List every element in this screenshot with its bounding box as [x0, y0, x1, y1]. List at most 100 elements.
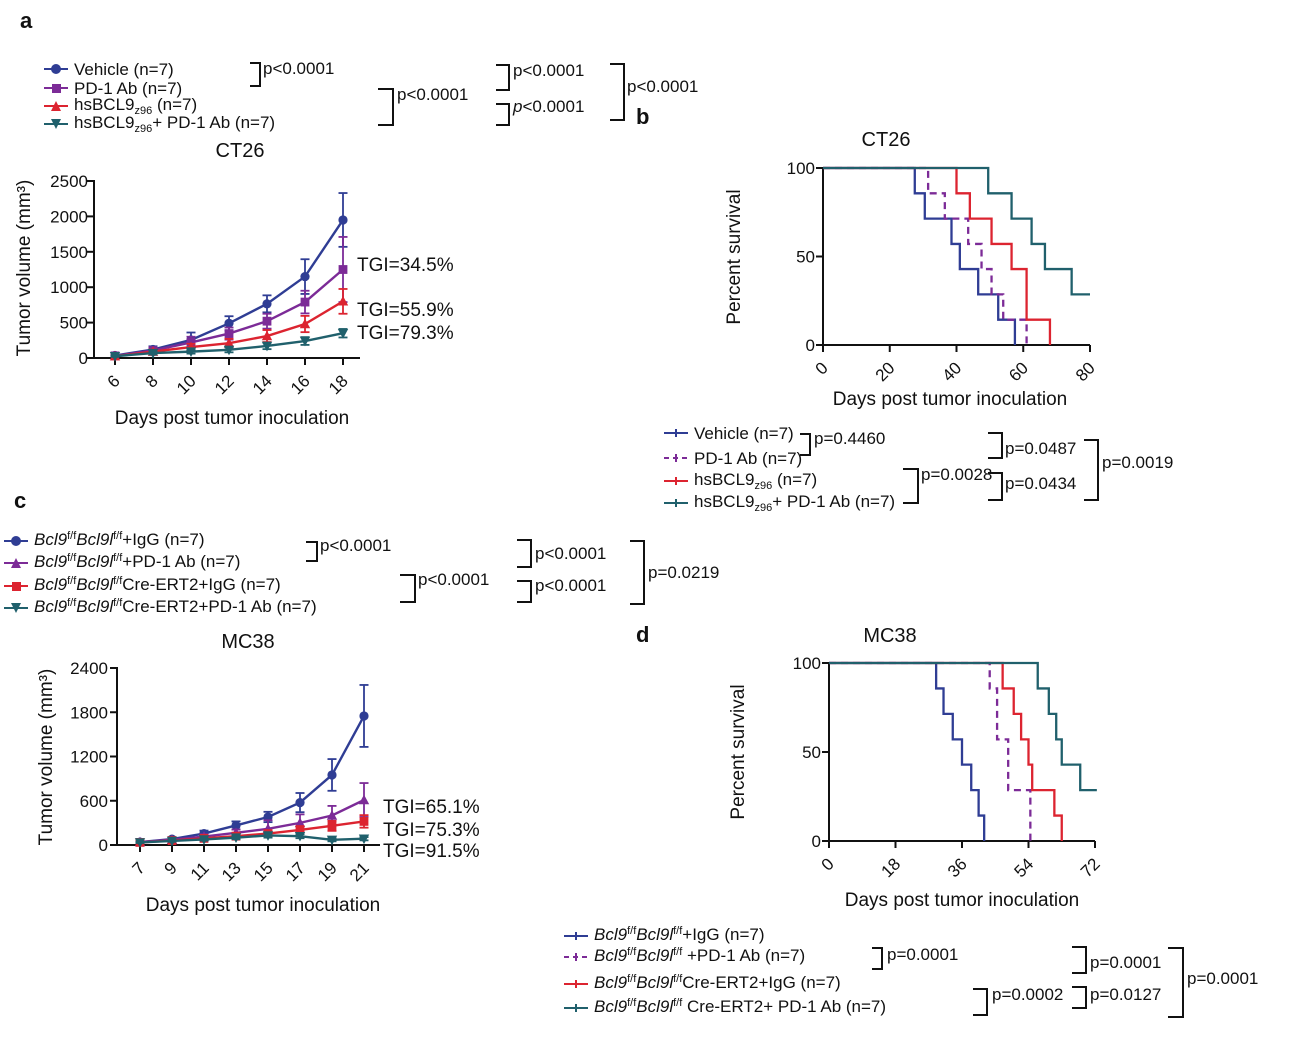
marker-circle [224, 318, 234, 328]
y-tick-label: 1200 [70, 748, 108, 767]
marker-circle [295, 797, 305, 808]
legend-marker-line-dashed-icon [564, 948, 588, 966]
y-axis-title: Tumor volume (mm³) [14, 180, 35, 357]
y-tick-label: 50 [802, 743, 821, 762]
pvalue-label: p<0.0001 [627, 77, 699, 96]
y-tick-label: 100 [787, 159, 815, 178]
pvalue-label: p=0.0219 [648, 563, 720, 582]
y-tick-label: 600 [80, 792, 108, 811]
x-tick-label: 20 [872, 358, 899, 385]
legend-label: Bcl9f/fBcl9lf/fCre-ERT2+PD-1 Ab (n=7) [34, 597, 317, 616]
legend-marker-line-dashed-icon [664, 449, 688, 467]
marker-triangle-down [294, 831, 306, 842]
marker-triangle-up [299, 318, 311, 329]
x-tick-label: 13 [218, 858, 245, 885]
x-axis-title: Days post tumor inoculation [115, 408, 349, 429]
legend-marker-line-icon [664, 472, 688, 490]
x-axis-title: Days post tumor inoculation [833, 389, 1067, 410]
legend-label: Bcl9f/fBcl9lf/fCre-ERT2+IgG (n=7) [594, 973, 841, 992]
legend-marker-line-icon [664, 494, 688, 512]
legend-item: Bcl9f/fBcl9lf/f+IgG (n=7) [4, 530, 205, 551]
marker-circle [327, 770, 337, 780]
legend-marker-tri-up-icon [44, 97, 68, 115]
tgi-annotation: TGI=55.9% [357, 300, 454, 321]
legend-marker-line-icon [564, 975, 588, 993]
legend-item: Bcl9f/fBcl9lf/f Cre-ERT2+ PD-1 Ab (n=7) [564, 997, 886, 1018]
x-tick-label: 19 [314, 858, 341, 885]
y-tick-label: 1800 [70, 703, 108, 722]
legend-label: Bcl9f/fBcl9lf/f+IgG (n=7) [594, 925, 765, 944]
x-tick-label: 7 [129, 858, 149, 878]
pvalue-bracket [800, 433, 811, 456]
marker-triangle-up [326, 810, 338, 820]
legend-item: hsBCL9z96 (n=7) [664, 470, 817, 492]
y-tick-label: 50 [796, 248, 815, 267]
legend-marker-line-icon [564, 927, 588, 945]
pvalue-bracket [1084, 439, 1099, 501]
pvalue-label: p=0.4460 [814, 429, 886, 448]
marker-triangle-down [134, 838, 146, 848]
x-tick-label: 21 [346, 858, 373, 885]
pvalue-bracket [517, 539, 532, 568]
legend-label: Bcl9f/fBcl9lf/f +PD-1 Ab (n=7) [594, 946, 806, 965]
y-tick-label: 1500 [50, 243, 88, 262]
x-tick-label: 40 [939, 358, 966, 385]
x-tick-label: 12 [211, 371, 238, 398]
pvalue-bracket [378, 88, 394, 126]
legend-item: hsBCL9z96 (n=7) [44, 95, 197, 117]
pvalue-bracket [1072, 946, 1087, 974]
y-tick-label: 2500 [50, 172, 88, 191]
marker-triangle-up [294, 817, 306, 828]
x-tick-label: 0 [818, 854, 838, 874]
legend-item: hsBCL9z96+ PD-1 Ab (n=7) [44, 113, 275, 135]
marker-triangle-down [326, 835, 338, 846]
pvalue-bracket [630, 540, 645, 605]
legend-label: hsBCL9z96+ PD-1 Ab (n=7) [694, 492, 896, 514]
pvalue-label: p<0.0001 [418, 570, 490, 589]
pvalue-bracket [517, 580, 532, 603]
panel-a-letter: a [20, 8, 33, 33]
marker-triangle-down [261, 341, 273, 352]
survival-curve [829, 661, 1097, 792]
pvalue-bracket [988, 432, 1003, 459]
y-tick-label: 2400 [70, 659, 108, 678]
marker-triangle-down [299, 336, 311, 347]
tgi-annotation: TGI=79.3% [357, 323, 454, 344]
marker-triangle-up [261, 330, 273, 341]
legend-marker-tri-down-icon [4, 599, 28, 617]
legend-label: PD-1 Ab (n=7) [694, 448, 803, 468]
pvalue-bracket [306, 541, 318, 562]
y-tick-label: 500 [60, 314, 88, 333]
survival-curve [823, 166, 1017, 345]
pvalue-label: p<0.0001 [535, 576, 607, 595]
marker-circle [262, 299, 272, 309]
marker-circle [359, 711, 369, 721]
tgi-annotation: TGI=75.3% [383, 820, 480, 841]
y-axis-title: Tumor volume (mm³) [36, 669, 57, 846]
x-tick-label: 72 [1077, 854, 1104, 881]
marker-circle [338, 215, 348, 225]
marker-triangle-down [147, 348, 159, 359]
x-tick-label: 16 [287, 371, 314, 398]
chart-title: CT26 [216, 140, 265, 162]
legend-item: Vehicle (n=7) [44, 59, 174, 79]
pvalue-label: p=0.0001 [1187, 969, 1259, 988]
x-tick-label: 9 [161, 858, 181, 878]
y-tick-label: 2000 [50, 207, 88, 226]
marker-square [338, 265, 348, 274]
pvalue-bracket [872, 947, 883, 970]
legend-item: PD-1 Ab (n=7) [664, 448, 802, 468]
pvalue-label: p=0.0019 [1102, 453, 1174, 472]
survival-curve [829, 661, 1032, 841]
x-tick-label: 17 [282, 858, 309, 885]
y-axis-title: Percent survival [728, 684, 749, 819]
x-axis-title: Days post tumor inoculation [146, 895, 380, 916]
legend-marker-tri-up-icon [4, 554, 28, 572]
survival-curve [823, 166, 1090, 296]
y-tick-label: 0 [99, 836, 108, 855]
x-tick-label: 15 [250, 858, 277, 885]
marker-circle [231, 820, 241, 831]
tgi-annotation: TGI=65.1% [383, 797, 480, 818]
marker-square [295, 825, 305, 835]
